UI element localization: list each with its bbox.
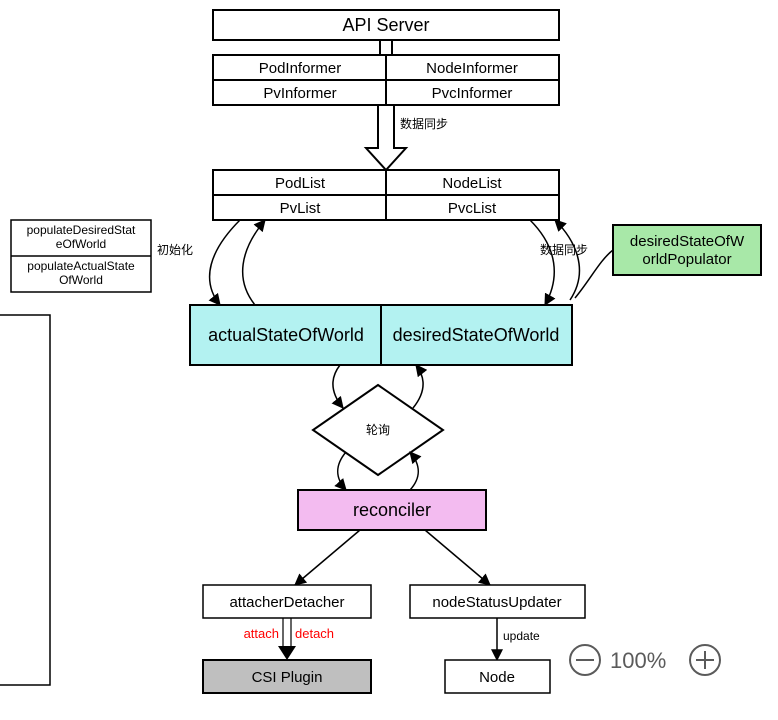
api-server-label: API Server — [342, 15, 429, 35]
label-sync2: 数据同步 — [540, 242, 588, 257]
actual-state-label: actualStateOfWorld — [208, 325, 364, 345]
desired-state-label: desiredStateOfWorld — [393, 325, 560, 345]
populate-desired-line2: eOfWorld — [56, 237, 106, 251]
zoom-in-button[interactable] — [690, 645, 720, 675]
cell-podlist: PodList — [275, 175, 326, 192]
csi-label: CSI Plugin — [252, 669, 323, 686]
curve-state-up-right — [413, 365, 423, 408]
attacher-label: attacherDetacher — [229, 594, 344, 611]
cell-pvcinformer: PvcInformer — [432, 85, 513, 102]
zoom-controls: 100% — [570, 645, 720, 675]
cell-nodelist: NodeList — [442, 175, 502, 192]
state-box: actualStateOfWorld desiredStateOfWorld — [190, 305, 572, 365]
node-label: Node — [479, 669, 515, 686]
populator-to-curve — [575, 250, 613, 298]
cell-pvlist: PvList — [280, 200, 322, 217]
informer-grid: PodInformer NodeInformer PvInformer PvcI… — [213, 55, 559, 105]
label-sync1: 数据同步 — [400, 116, 448, 131]
updater-label: nodeStatusUpdater — [432, 594, 561, 611]
curve-init-up — [243, 220, 265, 305]
partial-container — [0, 315, 50, 685]
label-detach: detach — [295, 626, 334, 641]
label-update: update — [503, 629, 540, 643]
hollow-arrow — [366, 105, 406, 170]
csi-arrowhead — [278, 646, 296, 660]
zoom-level-label: 100% — [610, 648, 666, 673]
curve-diamond-down-left — [338, 452, 346, 490]
arrow-rec-attacher — [295, 530, 360, 585]
curve-sync-up — [555, 220, 579, 300]
curve-diamond-up-right — [410, 452, 418, 490]
zoom-out-button[interactable] — [570, 645, 600, 675]
label-poll: 轮询 — [366, 423, 390, 437]
populator-line1: desiredStateOfW — [630, 233, 745, 250]
label-init: 初始化 — [157, 243, 193, 257]
populate-desired-line1: populateDesiredStat — [27, 223, 136, 237]
arrow-rec-updater — [425, 530, 490, 585]
populate-box: populateDesiredStat eOfWorld populateAct… — [11, 220, 151, 292]
cell-pvclist: PvcList — [448, 200, 497, 217]
curve-state-down-left — [333, 365, 343, 408]
populate-actual-line2: OfWorld — [59, 273, 103, 287]
cell-pvinformer: PvInformer — [263, 85, 336, 102]
curve-sync-down — [530, 220, 554, 305]
populator-line2: orldPopulator — [642, 251, 731, 268]
populate-actual-line1: populateActualState — [27, 259, 135, 273]
list-grid: PodList NodeList PvList PvcList — [213, 170, 559, 220]
cell-podinformer: PodInformer — [259, 60, 342, 77]
cell-nodeinformer: NodeInformer — [426, 60, 518, 77]
reconciler-label: reconciler — [353, 500, 431, 520]
curve-init-down — [210, 220, 240, 305]
label-attach: attach — [244, 626, 279, 641]
